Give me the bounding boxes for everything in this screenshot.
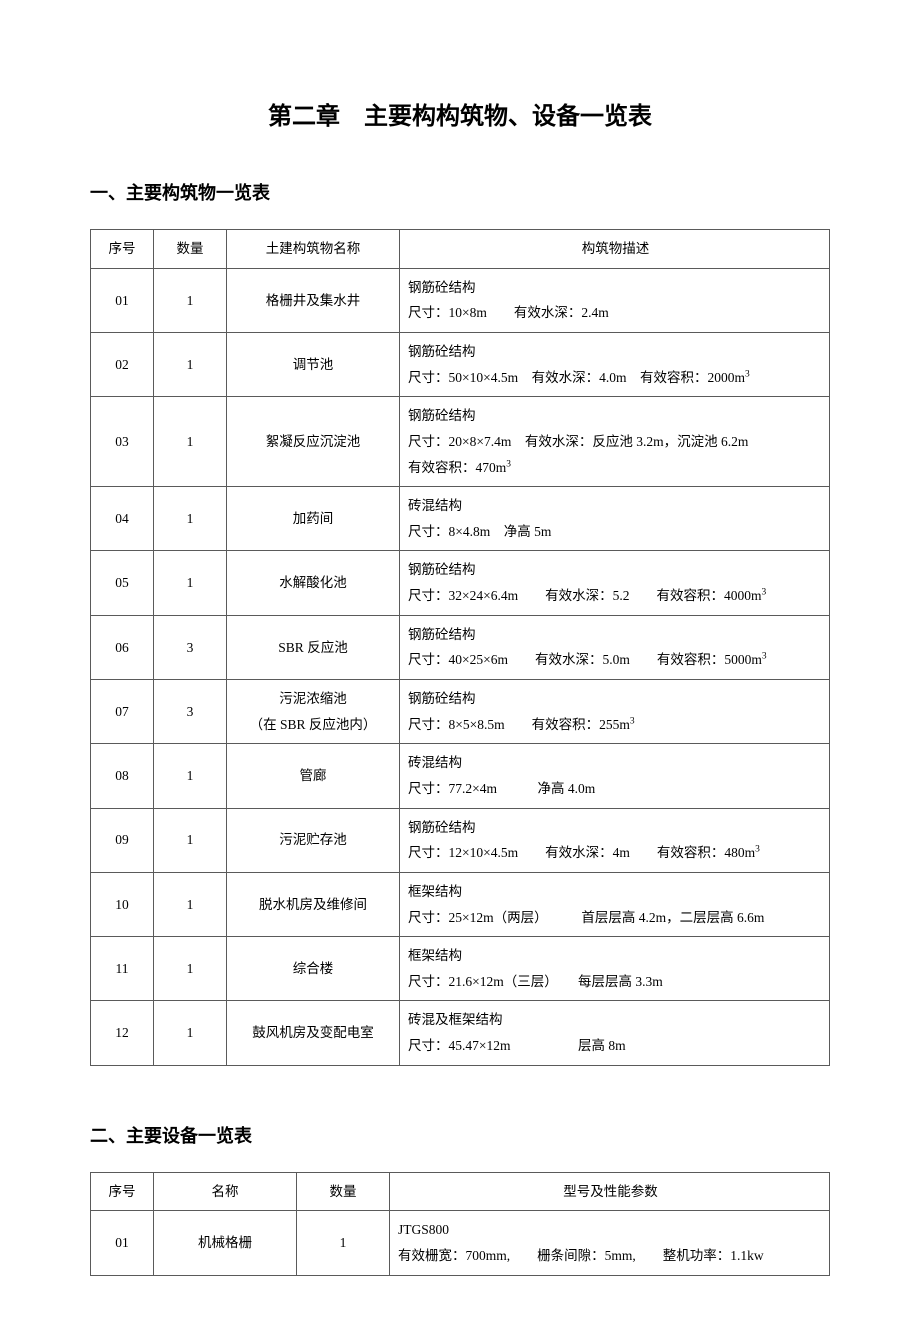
cell-seq: 03 [91, 397, 154, 487]
table-row: 121鼓风机房及变配电室砖混及框架结构尺寸：45.47×12m 层高 8m [91, 1001, 830, 1065]
cell-name: 絮凝反应沉淀池 [227, 397, 400, 487]
section2-title: 二、主要设备一览表 [90, 1122, 830, 1148]
cell-name: 调节池 [227, 333, 400, 397]
equipment-table: 序号 名称 数量 型号及性能参数 01机械格栅1JTGS800有效栅宽：700m… [90, 1172, 830, 1276]
col-seq: 序号 [91, 230, 154, 269]
cell-name: 格栅井及集水井 [227, 268, 400, 332]
cell-name: 加药间 [227, 487, 400, 551]
cell-desc: JTGS800有效栅宽：700mm, 栅条间隙：5mm, 整机功率：1.1kw [390, 1211, 830, 1275]
cell-qty: 1 [154, 268, 227, 332]
cell-name: 污泥贮存池 [227, 808, 400, 872]
cell-seq: 02 [91, 333, 154, 397]
cell-seq: 07 [91, 680, 154, 744]
cell-seq: 01 [91, 1211, 154, 1275]
section1-title: 一、主要构筑物一览表 [90, 179, 830, 205]
cell-qty: 1 [154, 487, 227, 551]
cell-qty: 3 [154, 680, 227, 744]
cell-qty: 1 [154, 333, 227, 397]
col-desc: 型号及性能参数 [390, 1172, 830, 1211]
cell-seq: 08 [91, 744, 154, 808]
cell-seq: 11 [91, 937, 154, 1001]
cell-seq: 01 [91, 268, 154, 332]
col-desc: 构筑物描述 [400, 230, 830, 269]
structures-table: 序号 数量 土建构筑物名称 构筑物描述 011格栅井及集水井钢筋砼结构尺寸：10… [90, 229, 830, 1066]
table-header-row: 序号 名称 数量 型号及性能参数 [91, 1172, 830, 1211]
cell-name: 管廊 [227, 744, 400, 808]
table-row: 101脱水机房及维修间框架结构尺寸：25×12m（两层） 首层层高 4.2m，二… [91, 872, 830, 936]
cell-qty: 1 [154, 397, 227, 487]
cell-seq: 12 [91, 1001, 154, 1065]
cell-qty: 1 [154, 937, 227, 1001]
table-row: 051水解酸化池钢筋砼结构尺寸：32×24×6.4m 有效水深：5.2 有效容积… [91, 551, 830, 615]
cell-desc: 钢筋砼结构尺寸：32×24×6.4m 有效水深：5.2 有效容积：4000m3 [400, 551, 830, 615]
table-header-row: 序号 数量 土建构筑物名称 构筑物描述 [91, 230, 830, 269]
cell-seq: 09 [91, 808, 154, 872]
table-row: 031絮凝反应沉淀池钢筋砼结构尺寸：20×8×7.4m 有效水深：反应池 3.2… [91, 397, 830, 487]
cell-desc: 钢筋砼结构尺寸：20×8×7.4m 有效水深：反应池 3.2m，沉淀池 6.2m… [400, 397, 830, 487]
cell-qty: 1 [154, 808, 227, 872]
cell-qty: 1 [297, 1211, 390, 1275]
cell-seq: 06 [91, 615, 154, 679]
cell-qty: 1 [154, 744, 227, 808]
cell-desc: 钢筋砼结构尺寸：50×10×4.5m 有效水深：4.0m 有效容积：2000m3 [400, 333, 830, 397]
cell-name: 脱水机房及维修间 [227, 872, 400, 936]
table-row: 073污泥浓缩池（在 SBR 反应池内）钢筋砼结构尺寸：8×5×8.5m 有效容… [91, 680, 830, 744]
cell-desc: 钢筋砼结构尺寸：10×8m 有效水深：2.4m [400, 268, 830, 332]
col-seq: 序号 [91, 1172, 154, 1211]
col-qty: 数量 [154, 230, 227, 269]
cell-qty: 3 [154, 615, 227, 679]
col-name: 名称 [154, 1172, 297, 1211]
cell-name: 水解酸化池 [227, 551, 400, 615]
table-row: 021调节池钢筋砼结构尺寸：50×10×4.5m 有效水深：4.0m 有效容积：… [91, 333, 830, 397]
cell-qty: 1 [154, 872, 227, 936]
cell-desc: 框架结构尺寸：25×12m（两层） 首层层高 4.2m，二层层高 6.6m [400, 872, 830, 936]
col-name: 土建构筑物名称 [227, 230, 400, 269]
cell-desc: 砖混及框架结构尺寸：45.47×12m 层高 8m [400, 1001, 830, 1065]
table-row: 111综合楼框架结构尺寸：21.6×12m（三层） 每层层高 3.3m [91, 937, 830, 1001]
cell-name: 污泥浓缩池（在 SBR 反应池内） [227, 680, 400, 744]
cell-name: 机械格栅 [154, 1211, 297, 1275]
cell-seq: 10 [91, 872, 154, 936]
cell-qty: 1 [154, 1001, 227, 1065]
cell-qty: 1 [154, 551, 227, 615]
cell-desc: 钢筋砼结构尺寸：8×5×8.5m 有效容积：255m3 [400, 680, 830, 744]
cell-seq: 04 [91, 487, 154, 551]
table-row: 081管廊砖混结构尺寸：77.2×4m 净高 4.0m [91, 744, 830, 808]
table-row: 01机械格栅1JTGS800有效栅宽：700mm, 栅条间隙：5mm, 整机功率… [91, 1211, 830, 1275]
table-row: 091污泥贮存池钢筋砼结构尺寸：12×10×4.5m 有效水深：4m 有效容积：… [91, 808, 830, 872]
col-qty: 数量 [297, 1172, 390, 1211]
cell-seq: 05 [91, 551, 154, 615]
cell-desc: 框架结构尺寸：21.6×12m（三层） 每层层高 3.3m [400, 937, 830, 1001]
cell-name: 鼓风机房及变配电室 [227, 1001, 400, 1065]
cell-desc: 砖混结构尺寸：77.2×4m 净高 4.0m [400, 744, 830, 808]
table-row: 041加药间砖混结构尺寸：8×4.8m 净高 5m [91, 487, 830, 551]
cell-desc: 钢筋砼结构尺寸：40×25×6m 有效水深：5.0m 有效容积：5000m3 [400, 615, 830, 679]
chapter-title: 第二章 主要构构筑物、设备一览表 [90, 96, 830, 131]
table-row: 063SBR 反应池钢筋砼结构尺寸：40×25×6m 有效水深：5.0m 有效容… [91, 615, 830, 679]
cell-name: 综合楼 [227, 937, 400, 1001]
cell-name: SBR 反应池 [227, 615, 400, 679]
cell-desc: 钢筋砼结构尺寸：12×10×4.5m 有效水深：4m 有效容积：480m3 [400, 808, 830, 872]
cell-desc: 砖混结构尺寸：8×4.8m 净高 5m [400, 487, 830, 551]
table-row: 011格栅井及集水井钢筋砼结构尺寸：10×8m 有效水深：2.4m [91, 268, 830, 332]
